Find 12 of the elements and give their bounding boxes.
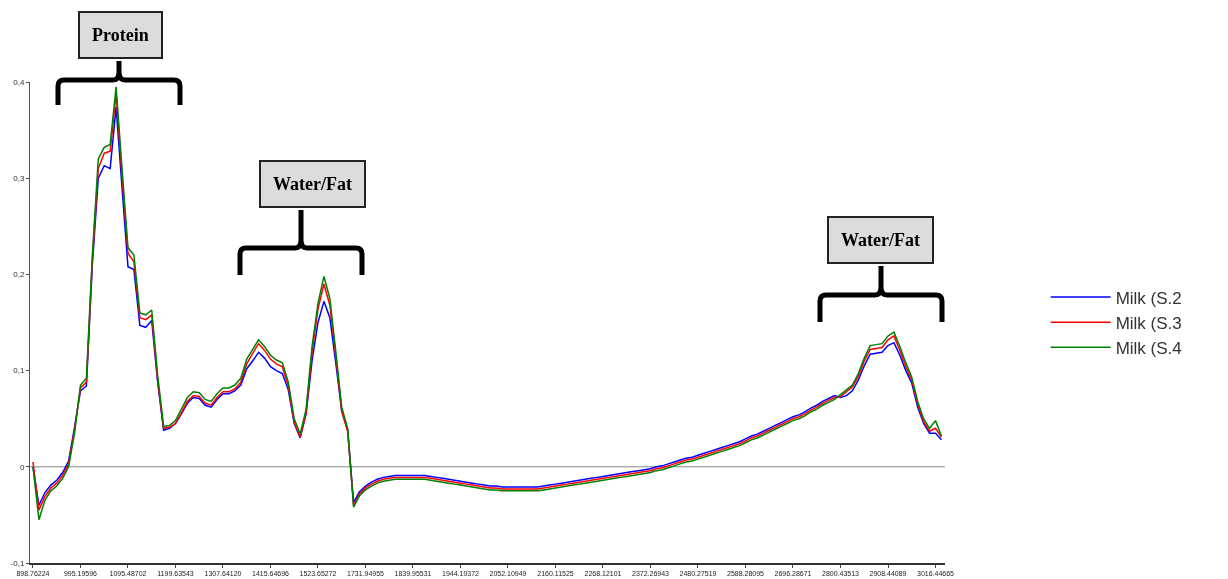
annotation: Water/Fat: [841, 230, 920, 250]
legend-label: Milk (S.2: [1115, 288, 1182, 308]
y-tick-label: 0,1: [13, 366, 25, 376]
legend-label: Milk (S.3: [1115, 313, 1182, 333]
y-tick-label: 0,3: [13, 174, 25, 183]
y-tick-label: 0: [19, 462, 25, 472]
text: Protein: [92, 25, 149, 45]
annotation: Water/Fat: [273, 174, 352, 194]
y-tick-label: 0,4: [13, 77, 25, 87]
y-tick-label: -0,1: [10, 558, 25, 568]
y-tick-label: 0,2: [13, 270, 25, 280]
legend-label: Milk (S.4: [1115, 338, 1182, 358]
